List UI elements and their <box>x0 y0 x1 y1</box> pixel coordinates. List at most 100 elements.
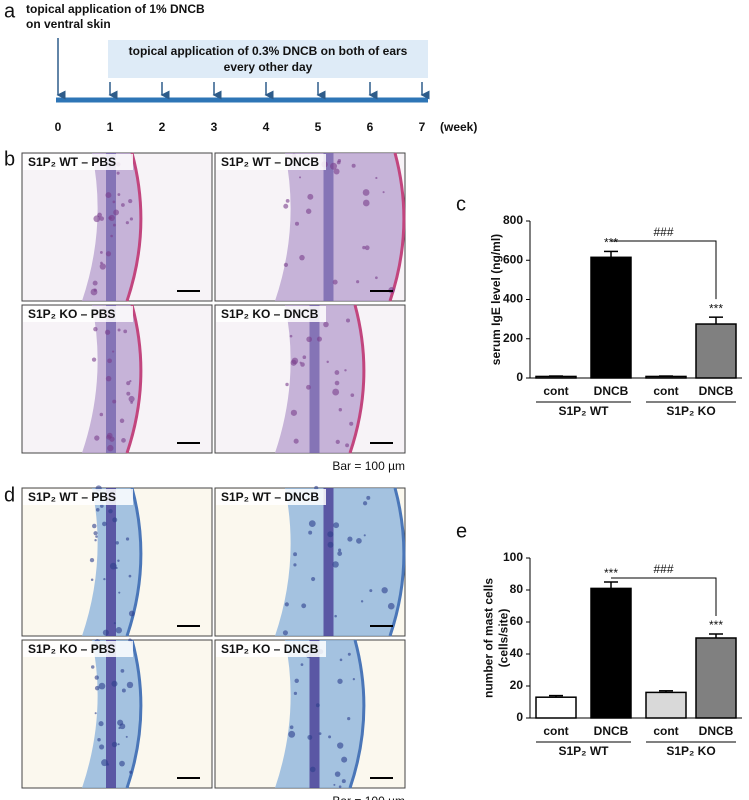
y-axis-label: number of mast cells <box>482 578 496 698</box>
treatment-text: topical application of 1% DNCB <box>26 2 205 16</box>
cell <box>294 221 300 226</box>
cell <box>121 688 126 693</box>
bracket-label: ### <box>653 225 673 239</box>
epidermis <box>125 304 143 454</box>
treatment-box <box>108 40 428 78</box>
unit-label: (week) <box>440 120 477 134</box>
cell <box>92 523 97 529</box>
cell <box>106 434 112 440</box>
cartilage <box>106 640 116 788</box>
label-bg <box>216 306 326 322</box>
cell <box>101 759 109 767</box>
cell <box>115 541 119 545</box>
cell <box>336 160 341 165</box>
cell <box>338 548 342 552</box>
cell <box>362 501 368 506</box>
image-label: S1P₂ KO – PBS <box>28 307 115 321</box>
significance: *** <box>709 301 723 315</box>
cell <box>349 421 354 426</box>
image-label: S1P₂ WT – PBS <box>28 490 116 504</box>
label-bg <box>23 641 133 657</box>
x-tick-label: cont <box>543 384 568 398</box>
cell <box>327 531 334 538</box>
image-label: S1P₂ KO – DNCB <box>221 642 319 656</box>
cell <box>352 678 356 681</box>
cell <box>337 678 343 684</box>
cell <box>115 627 123 634</box>
cartilage <box>323 488 334 636</box>
cell <box>308 530 313 535</box>
image-label: S1P₂ WT – DNCB <box>221 155 319 169</box>
bracket <box>611 240 717 300</box>
cell <box>109 562 117 570</box>
group-label: S1P₂ WT <box>558 744 609 758</box>
cell <box>364 245 370 251</box>
cell <box>356 280 360 284</box>
cell <box>99 744 105 750</box>
cell <box>125 221 129 225</box>
panel-label: b <box>4 148 15 170</box>
cell <box>338 785 342 788</box>
y-tick-label: 80 <box>510 582 524 596</box>
histology-image: S1P₂ WT – DNCB <box>214 152 406 302</box>
cell <box>89 557 95 563</box>
cell <box>94 675 99 680</box>
cell <box>119 418 125 424</box>
cell <box>282 630 288 636</box>
bar <box>645 691 687 719</box>
x-tick-label: cont <box>653 724 678 738</box>
image-label: S1P₂ KO – DNCB <box>221 307 319 321</box>
cell <box>102 629 109 636</box>
epidermis <box>125 639 143 789</box>
cell <box>285 382 289 387</box>
cell <box>375 276 378 280</box>
cell <box>128 574 132 578</box>
y-tick-label: 40 <box>510 646 524 660</box>
bracket <box>611 577 717 616</box>
cell <box>90 665 95 669</box>
cell <box>341 756 348 763</box>
histology-image: S1P₂ WT – PBS <box>21 152 213 302</box>
cell <box>347 536 353 542</box>
label-bg <box>23 489 133 505</box>
significance: *** <box>604 566 618 580</box>
cell <box>110 234 113 238</box>
y-tick-label: 60 <box>510 614 524 628</box>
y-tick-label: 0 <box>516 710 523 724</box>
label-bg <box>23 154 133 170</box>
epidermis <box>348 304 366 454</box>
cell <box>291 357 299 365</box>
cell <box>299 176 302 179</box>
histology-image: S1P₂ WT – DNCB <box>214 485 406 637</box>
cell <box>293 552 298 557</box>
panel-label: d <box>4 484 15 506</box>
cell <box>337 551 343 556</box>
cell <box>300 663 304 666</box>
cell <box>126 391 131 396</box>
cell <box>94 712 97 715</box>
cell <box>93 288 97 292</box>
cartilage <box>106 488 116 636</box>
scale-text: Bar = 100 µm <box>332 459 405 473</box>
cell <box>308 520 316 527</box>
x-tick-label: DNCB <box>699 384 734 398</box>
cell <box>112 399 117 404</box>
cell <box>382 191 385 194</box>
image-label: S1P₂ WT – PBS <box>28 155 116 169</box>
cell <box>332 279 338 285</box>
cell <box>117 743 120 746</box>
cell <box>334 614 337 618</box>
cell <box>360 600 364 603</box>
cell <box>332 388 340 396</box>
cell <box>123 329 128 334</box>
cell <box>97 212 102 218</box>
cell <box>323 321 329 328</box>
week-label: 0 <box>55 120 62 134</box>
cell <box>294 678 299 684</box>
bar <box>590 587 632 719</box>
cell <box>344 369 347 372</box>
cell <box>369 589 373 593</box>
week-label: 5 <box>315 120 322 134</box>
cell <box>117 328 121 332</box>
week-label: 7 <box>419 120 426 134</box>
